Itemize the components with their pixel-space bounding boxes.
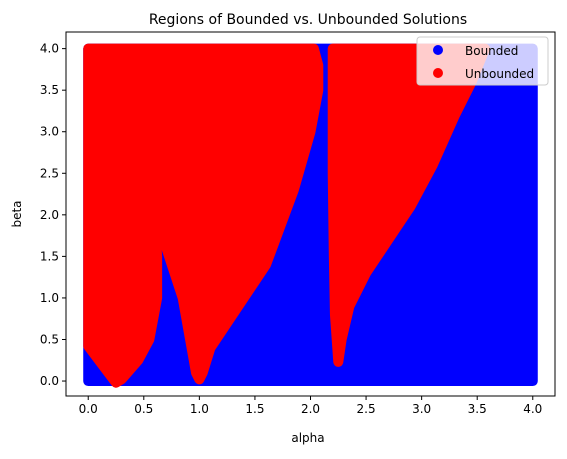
y-tick-label: 3.0	[40, 125, 59, 139]
x-tick-label: 3.5	[468, 402, 487, 416]
x-tick-label: 0.0	[79, 402, 98, 416]
y-tick-label: 1.0	[40, 291, 59, 305]
x-tick-label: 4.0	[523, 402, 542, 416]
chart-title: Regions of Bounded vs. Unbounded Solutio…	[149, 12, 467, 28]
y-tick-label: 2.0	[40, 208, 59, 222]
legend-marker-bounded	[433, 45, 443, 55]
y-tick-label: 0.5	[40, 332, 59, 346]
x-axis: 0.0 0.5 1.0 1.5 2.0 2.5 3.0 3.5 4.0	[79, 396, 542, 416]
data-regions	[83, 43, 538, 388]
y-tick-label: 0.0	[40, 374, 59, 388]
legend-marker-unbounded	[433, 68, 443, 78]
x-tick-label: 2.0	[301, 402, 320, 416]
y-axis: 0.0 0.5 1.0 1.5 2.0 2.5 3.0 3.5 4.0	[40, 42, 66, 388]
x-tick-label: 1.5	[245, 402, 264, 416]
x-tick-label: 2.5	[357, 402, 376, 416]
y-tick-label: 1.5	[40, 249, 59, 263]
y-tick-label: 2.5	[40, 166, 59, 180]
y-axis-label: beta	[10, 200, 24, 227]
x-tick-label: 0.5	[134, 402, 153, 416]
y-tick-label: 3.5	[40, 83, 59, 97]
legend-label-unbounded: Unbounded	[465, 67, 534, 81]
unbounded-region-2	[327, 43, 490, 367]
legend-box	[416, 36, 549, 86]
x-tick-label: 1.0	[190, 402, 209, 416]
unbounded-region-1	[83, 43, 324, 388]
y-tick-label: 4.0	[40, 42, 59, 56]
legend: Bounded Unbounded	[416, 36, 549, 86]
x-tick-label: 3.0	[412, 402, 431, 416]
legend-label-bounded: Bounded	[465, 44, 518, 58]
x-axis-label: alpha	[291, 431, 324, 445]
plot-frame	[65, 31, 556, 397]
